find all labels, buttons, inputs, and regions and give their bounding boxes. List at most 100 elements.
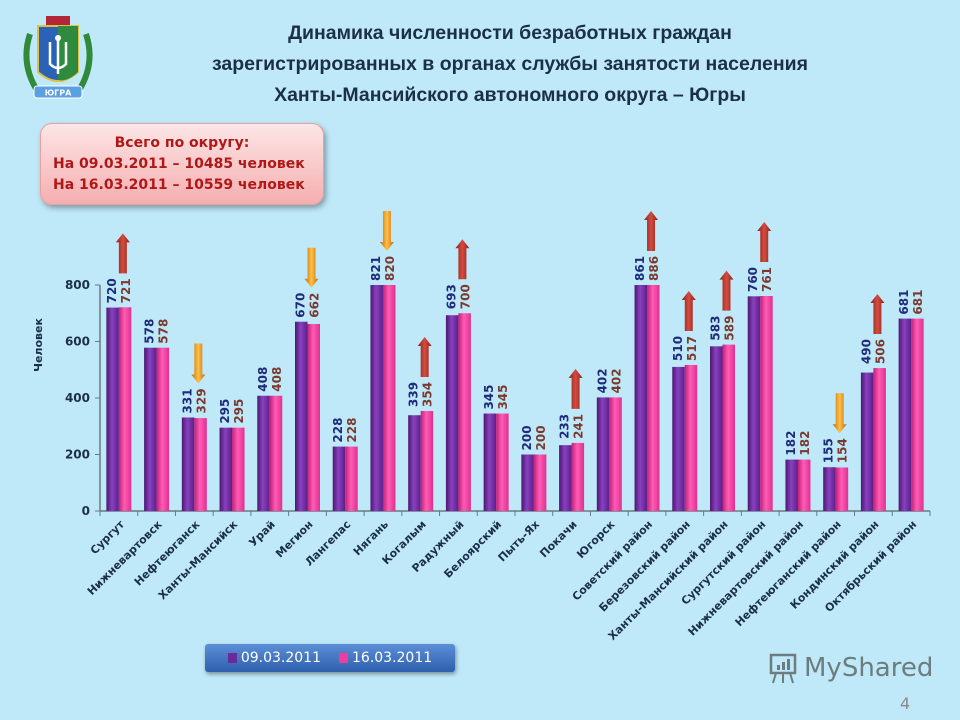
bar-series-2 (873, 368, 886, 511)
bar-series-1 (219, 427, 233, 511)
data-label-series-2: 700 (458, 284, 472, 309)
bar-series-1 (860, 372, 874, 511)
bar-series-1 (634, 285, 648, 511)
title-line: зарегистрированных в органах службы заня… (211, 53, 808, 75)
legend-item-series-2: 16.03.2011 (339, 650, 432, 666)
coat-of-arms-logo: ЮГРА (23, 16, 93, 99)
bar-series-1 (672, 366, 685, 511)
legend-label: 16.03.2011 (352, 650, 433, 666)
data-label-series-1: 182 (784, 431, 798, 456)
legend-label: 09.03.2011 (240, 650, 321, 666)
data-label-series-1: 578 (143, 319, 157, 344)
watermark-brand: MyShared (804, 653, 934, 683)
data-label-series-2: 329 (194, 388, 208, 413)
bar-series-2 (156, 347, 170, 511)
bar-series-2 (684, 364, 698, 511)
bar-series-1 (408, 415, 421, 511)
page-number: 4 (900, 694, 911, 713)
legend-swatch (227, 653, 237, 663)
data-label-series-1: 720 (105, 278, 119, 303)
y-tick-label: 800 (65, 278, 90, 292)
bar-series-1 (559, 445, 572, 511)
data-label-series-2: 517 (685, 336, 699, 361)
data-label-series-1: 510 (671, 336, 685, 361)
data-label-series-2: 506 (873, 339, 887, 364)
arrow-up-icon (719, 270, 734, 311)
data-label-series-2: 241 (572, 414, 586, 439)
bar-series-1 (370, 285, 383, 511)
bar-series-1 (445, 315, 459, 511)
data-label-series-1: 861 (633, 256, 647, 281)
bar-series-2 (911, 318, 924, 511)
data-label-series-1: 155 (822, 438, 836, 463)
arrow-up-icon (417, 336, 432, 377)
bar-series-2 (835, 467, 849, 511)
arrow-up-icon (870, 294, 885, 335)
data-label-series-2: 295 (232, 399, 246, 424)
y-tick-label: 0 (82, 504, 90, 518)
data-label-series-1: 693 (444, 284, 458, 309)
page-title: Динамика численности безработных граждан… (120, 18, 900, 111)
x-category-label: Пыть-Ях (496, 518, 542, 564)
bar-series-2 (647, 285, 660, 511)
data-label-series-2: 662 (308, 293, 322, 318)
arrow-down-icon (304, 247, 319, 288)
bar-series-2 (269, 395, 283, 511)
data-label-series-1: 408 (256, 367, 270, 392)
bar-series-1 (332, 446, 346, 511)
data-label-series-1: 821 (369, 256, 383, 281)
data-label-series-1: 490 (859, 339, 873, 364)
data-label-series-1: 233 (558, 414, 572, 439)
data-label-series-1: 331 (180, 388, 194, 413)
y-tick-label: 600 (65, 335, 90, 349)
data-label-series-1: 760 (746, 267, 760, 292)
data-label-series-2: 820 (383, 256, 397, 281)
data-label-series-1: 681 (897, 290, 911, 315)
data-label-series-2: 354 (421, 382, 435, 407)
data-label-series-2: 402 (609, 368, 623, 393)
data-label-series-1: 295 (218, 399, 232, 424)
bar-series-2 (232, 427, 245, 511)
data-label-series-2: 154 (836, 438, 850, 463)
bars (106, 285, 924, 511)
data-label-series-2: 345 (496, 384, 510, 409)
watermark: MyShared (768, 652, 933, 684)
y-axis-label: Человек (32, 318, 45, 372)
bar-series-1 (785, 459, 798, 511)
y-tick-label: 200 (65, 448, 90, 462)
bar-series-1 (181, 417, 195, 511)
bar-series-1 (521, 454, 534, 511)
arrow-up-icon (681, 290, 696, 331)
data-label-series-1: 583 (709, 316, 723, 341)
bar-series-1 (483, 413, 497, 511)
data-label-series-1: 200 (520, 425, 534, 450)
x-category-label: Урай (246, 518, 277, 549)
bar-series-1 (823, 467, 836, 511)
data-label-series-1: 402 (595, 368, 609, 393)
x-category-label: Нефтеюганск (132, 518, 203, 589)
arrow-up-icon (568, 368, 583, 409)
bar-series-2 (458, 313, 471, 511)
bar-series-1 (106, 307, 119, 511)
arrow-down-icon (379, 211, 394, 251)
data-label-series-1: 670 (294, 293, 308, 318)
title-line: Динамика численности безработных граждан (288, 22, 732, 44)
data-label-series-2: 182 (798, 431, 812, 456)
bar-series-2 (345, 446, 358, 511)
bar-series-2 (118, 307, 132, 511)
arrow-up-icon (455, 239, 470, 280)
arrow-down-icon (191, 343, 206, 384)
chart-legend: 09.03.2011 16.03.2011 (205, 644, 455, 672)
presentation-board-icon (769, 653, 797, 684)
legend-swatch (339, 653, 348, 663)
arrow-up-icon (644, 211, 659, 251)
bar-series-2 (194, 418, 207, 511)
data-label-series-2: 761 (760, 267, 774, 292)
arrow-down-icon (832, 393, 847, 434)
bar-series-2 (760, 296, 773, 511)
bar-series-2 (609, 397, 622, 511)
bar-series-1 (710, 346, 723, 511)
bar-series-2 (722, 344, 735, 511)
bar-series-1 (144, 347, 157, 511)
